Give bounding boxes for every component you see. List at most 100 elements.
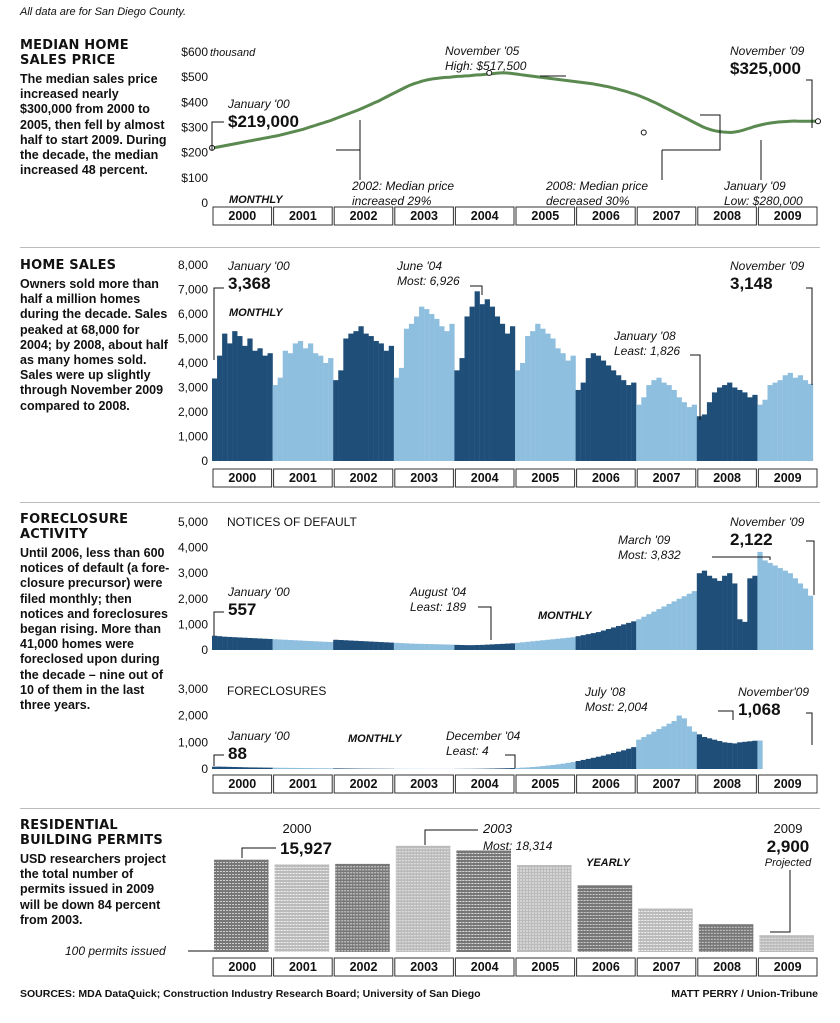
sales-bar [277,377,283,461]
sales-bar [787,372,793,461]
default-bar [681,596,687,650]
sales-bar [424,309,430,461]
default-annotation-label: January '00 [227,585,290,599]
default-callout-line [478,606,492,640]
foreclose-callout-line [213,754,224,766]
sales-ytick-label: 0 [201,454,208,468]
foreclose-bar [287,767,293,769]
sales-bar [242,345,248,461]
sales-bar [590,353,596,461]
sales-year-cell [515,468,576,488]
foreclose-bar [509,768,516,769]
sales-year-label: 2005 [531,471,559,485]
sales-bar [469,306,475,461]
foreclose-bar [545,765,551,769]
foreclose-bar [494,768,501,769]
default-annotation-value: Most: 3,832 [618,548,681,562]
sales-bar [212,378,218,461]
foreclose-bar [747,741,753,769]
sales-bar [696,416,703,461]
foreclose-year-cell [333,774,394,794]
sales-bar [504,333,511,461]
foreclose-ytick-label: 2,000 [178,709,208,723]
default-bar [767,562,773,650]
default-bar [363,641,369,650]
price-annotation-label: 2002: Median price [351,179,454,193]
default-bar [605,629,612,650]
sales-bar [252,350,258,461]
permits-year-cell [757,957,818,977]
default-bar [267,638,273,650]
price-callout-line [806,79,813,128]
foreclose-callout-line [718,710,734,720]
sales-year-cell [454,468,515,488]
default-callout-line [806,540,815,595]
foreclose-bar [711,739,718,769]
sales-bar [666,385,672,461]
sales-bar [388,345,394,461]
data-note: All data are for San Diego County. [20,6,187,18]
foreclose-year-label: 2004 [471,777,499,791]
sales-year-cell [212,468,273,488]
permits-year-cell [333,957,394,977]
permits-year-label: 2001 [289,960,317,974]
default-bar [570,637,576,650]
default-bar [701,570,708,650]
sales-bar [494,316,501,461]
price-point-high [486,69,493,76]
default-bar [358,641,364,650]
default-bar [686,593,692,650]
foreclose-bar [626,748,632,769]
foreclose-bar [525,767,531,769]
default-bar [585,634,591,650]
foreclose-bar [737,742,743,769]
sales-bar [378,343,384,461]
price-title: MEDIAN HOME SALES PRICE [20,38,129,68]
sales-bar [232,331,238,461]
price-annotation-value: decreased 30% [546,194,630,208]
credit-note: MATT PERRY / Union-Tribune [671,988,818,1000]
price-ytick-label: $300 [181,121,208,135]
default-bar [515,642,521,650]
permit-bar [638,908,693,952]
default-ytick-label: 3,000 [178,566,208,580]
default-annotation-label: August '04 [409,585,467,599]
permits-year-cell [212,957,273,977]
default-bar [717,580,723,650]
price-year-cell [454,206,515,226]
default-bar [419,643,425,650]
default-chart-title: NOTICES OF DEFAULT [227,515,357,529]
price-year-cell [636,206,697,226]
sales-bar [287,353,293,461]
default-bar [237,637,243,650]
price-annotation-value: increased 29% [352,194,432,208]
permits-callout-line [424,829,478,845]
sales-bar [676,397,682,461]
default-bar [378,642,384,650]
default-bar [282,639,288,650]
permits-year-cell [273,957,333,977]
foreclose-bar [252,767,258,769]
foreclose-bar [343,768,349,769]
sales-year-cell [394,468,454,488]
sales-bar [807,383,814,461]
foreclose-frequency-label: MONTHLY [348,733,403,745]
foreclose-year-label: 2007 [653,777,681,791]
sales-bar [580,382,586,461]
sales-ytick-label: 2,000 [178,405,208,419]
foreclose-year-cell [576,774,636,794]
sales-bar [550,338,556,461]
sales-bar [222,333,228,461]
default-bar [247,637,253,650]
sales-bar [474,291,480,461]
sales-annotation-label: November '09 [730,259,805,273]
sales-bar [585,358,591,461]
foreclose-bar [520,767,526,769]
default-annotation-value: 557 [228,600,256,619]
foreclose-bar [727,742,733,769]
default-bar [227,636,233,650]
divider [20,502,820,503]
sales-text: Owners sold more than half a million hom… [20,277,168,413]
foreclose-callout-line [505,754,516,768]
foreclose-bar [262,767,268,769]
